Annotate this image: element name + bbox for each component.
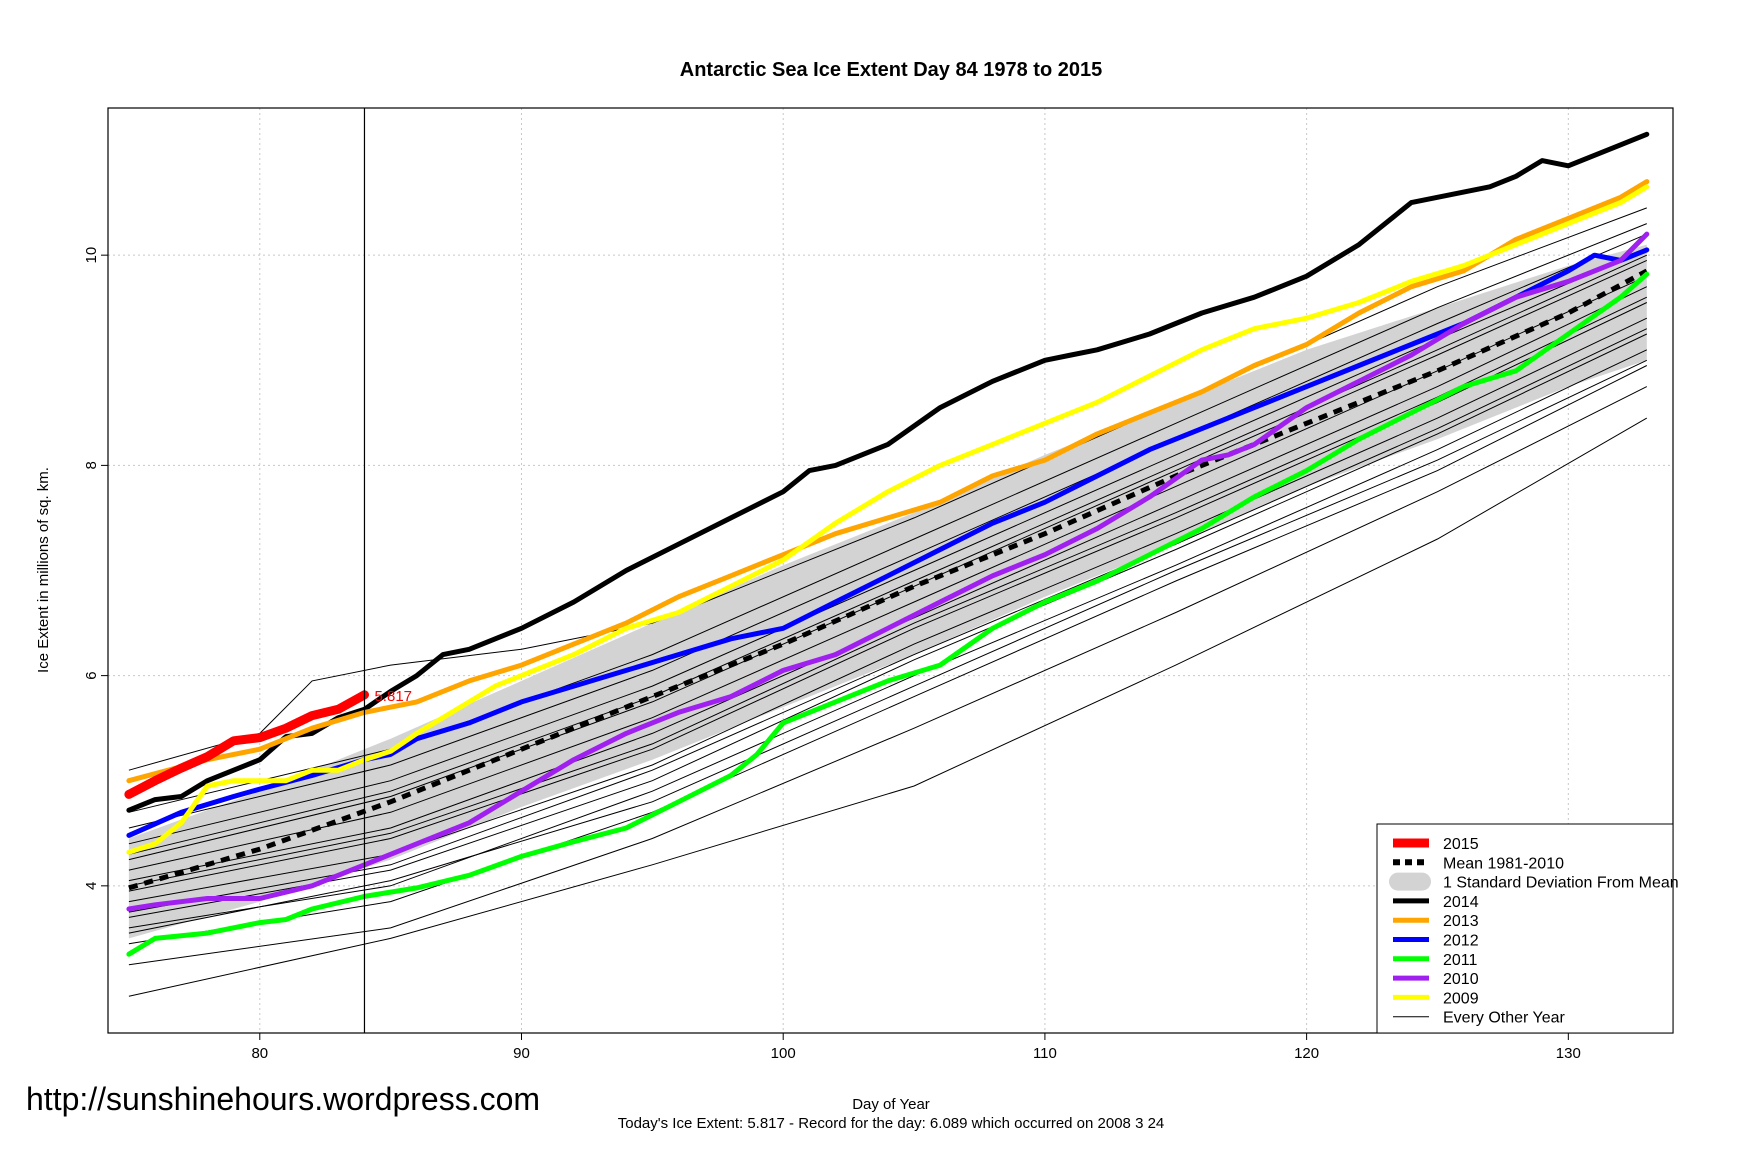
chart-title: Antarctic Sea Ice Extent Day 84 1978 to …	[680, 59, 1102, 81]
sd-band-layer	[128, 244, 1647, 939]
y-axis-ticks: 4 6 8 10	[83, 247, 108, 890]
legend-label: Every Other Year	[1443, 1010, 1566, 1027]
other-year-line	[128, 365, 1648, 945]
legend-swatch	[1389, 872, 1431, 891]
x-tick-label: 110	[1033, 1045, 1057, 1062]
legend-label: 2013	[1443, 913, 1479, 930]
mean-layer	[128, 268, 1648, 891]
other-year-line	[128, 275, 1648, 871]
series-line-2013	[126, 179, 1650, 784]
series-line-2010	[126, 231, 1650, 912]
other-year-line	[128, 386, 1648, 966]
legend-label: 2009	[1443, 990, 1479, 1007]
series-line-2014	[126, 131, 1650, 813]
y-axis-label: Ice Extent in millions of sq. km.	[35, 467, 52, 673]
legend-label: Mean 1981-2010	[1443, 855, 1564, 872]
y-tick-label: 4	[83, 882, 100, 890]
other-year-line	[128, 349, 1648, 929]
series-line-2009	[126, 184, 1650, 855]
legend-label: 2015	[1443, 836, 1479, 853]
legend-label: 2014	[1443, 894, 1479, 911]
y-tick-label: 8	[83, 461, 100, 469]
x-tick-label: 120	[1294, 1045, 1319, 1062]
series-line-2015	[124, 690, 369, 799]
other-year-line	[128, 333, 1648, 918]
y-tick-label: 6	[83, 671, 100, 679]
x-tick-label: 90	[513, 1045, 530, 1062]
mean-line	[128, 268, 1648, 891]
x-tick-label: 100	[771, 1045, 796, 1062]
other-year-line	[128, 417, 1648, 997]
plot-frame	[107, 107, 1674, 1034]
series-line-2011	[126, 271, 1650, 957]
y-tick-label: 10	[83, 247, 100, 264]
x-axis-label: Day of Year	[852, 1096, 930, 1113]
footnote: Today's Ice Extent: 5.817 - Record for t…	[618, 1115, 1165, 1132]
current-value-label: 5.817	[374, 688, 412, 705]
sd-band	[128, 244, 1647, 939]
legend-label: 2010	[1443, 971, 1479, 988]
other-year-line	[128, 328, 1648, 913]
x-tick-label: 80	[251, 1045, 268, 1062]
marker-layer: 5.817	[363, 108, 412, 1033]
legend: 2015 Mean 1981-2010 1 Standard Deviation F…	[1376, 823, 1679, 1034]
x-tick-label: 130	[1556, 1045, 1581, 1062]
watermark-url: http://sunshinehours.wordpress.com	[26, 1081, 540, 1117]
other-year-line	[128, 259, 1648, 861]
other-year-line	[128, 359, 1648, 934]
legend-label: 2012	[1443, 933, 1479, 950]
series-layer	[124, 131, 1650, 957]
x-axis-ticks: 80 90 100 110 120 130	[251, 1033, 1581, 1062]
other-year-line	[128, 233, 1647, 829]
legend-label: 2011	[1443, 952, 1478, 969]
other-year-line	[128, 254, 1648, 855]
legend-label: 1 Standard Deviation From Mean	[1443, 875, 1679, 892]
